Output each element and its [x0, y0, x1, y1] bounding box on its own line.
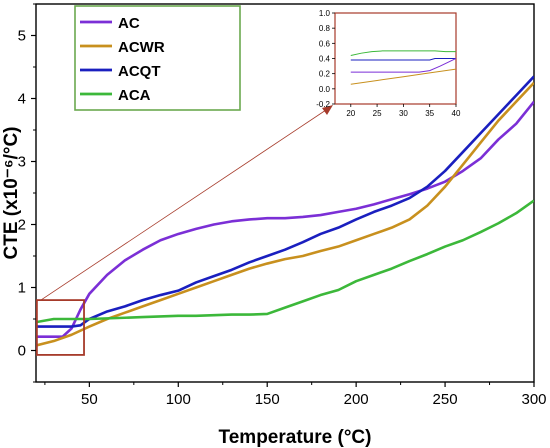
y-tick-label: 3: [18, 154, 26, 171]
y-axis-title: CTE (x10⁻⁶/°C): [1, 126, 22, 259]
inset-x-tick-label: 30: [399, 109, 408, 118]
legend-label-acwr: ACWR: [118, 39, 165, 56]
y-tick-label: 4: [18, 91, 26, 108]
inset-x-tick-label: 35: [425, 109, 434, 118]
inset-y-tick-label: -0.2: [316, 100, 330, 109]
inset-series-group: [350, 50, 456, 85]
x-tick-label: 200: [344, 391, 369, 408]
legend-label-aca: ACA: [118, 87, 151, 104]
inset-y-tick-label: 0.0: [319, 85, 331, 94]
inset-series-line-0: [350, 50, 456, 56]
series-group: [36, 75, 534, 347]
x-tick-label: 100: [166, 391, 191, 408]
main-plot: 50 100 150 200 250 300 0 1 2 3 4 5 Temperature (°C) C…: [1, 3, 547, 448]
inset-y-tick-label: 0.8: [319, 24, 331, 33]
y-tick-label: 1: [18, 280, 26, 297]
x-axis-title: Temperature (°C): [219, 427, 372, 448]
inset-y-tick-label: 0.2: [319, 70, 331, 79]
inset-series-line-3: [350, 68, 456, 85]
series-line-acwr: [36, 81, 534, 347]
inset-series-line-2: [350, 58, 456, 73]
inset-y-tick-label: 0.4: [319, 55, 331, 64]
series-line-ac: [36, 100, 534, 338]
y-tick-label: 0: [18, 343, 26, 360]
inset-y-tick-label: 0.6: [319, 39, 331, 48]
legend-label-ac: AC: [118, 15, 140, 32]
x-tick-label: 250: [433, 391, 458, 408]
inset-x-tick-label: 40: [452, 109, 461, 118]
inset-x-tick-label: 20: [346, 109, 355, 118]
inset-series-line-1: [350, 58, 456, 61]
legend-label-acqt: ACQT: [118, 63, 161, 80]
inset-x-tick-label: 25: [373, 109, 382, 118]
series-line-aca: [36, 199, 534, 324]
legend: AC ACWR ACQT ACA: [74, 5, 241, 111]
y-tick-label: 2: [18, 217, 26, 234]
series-line-acqt: [36, 75, 534, 328]
inset-y-tick-label: 1.0: [319, 9, 331, 18]
inset-plot: 20 25 30 35 40 -0.2 0.0 0.2 0.4 0.6 0.8 1.0: [316, 9, 461, 118]
zoom-arrow-head: [322, 105, 333, 115]
x-tick-label: 150: [255, 391, 280, 408]
y-tick-label: 5: [18, 28, 26, 45]
zoom-arrow-line: [40, 109, 327, 301]
x-tick-label: 300: [521, 391, 546, 408]
zoom-region-box: [35, 299, 85, 356]
x-tick-label: 50: [81, 391, 98, 408]
